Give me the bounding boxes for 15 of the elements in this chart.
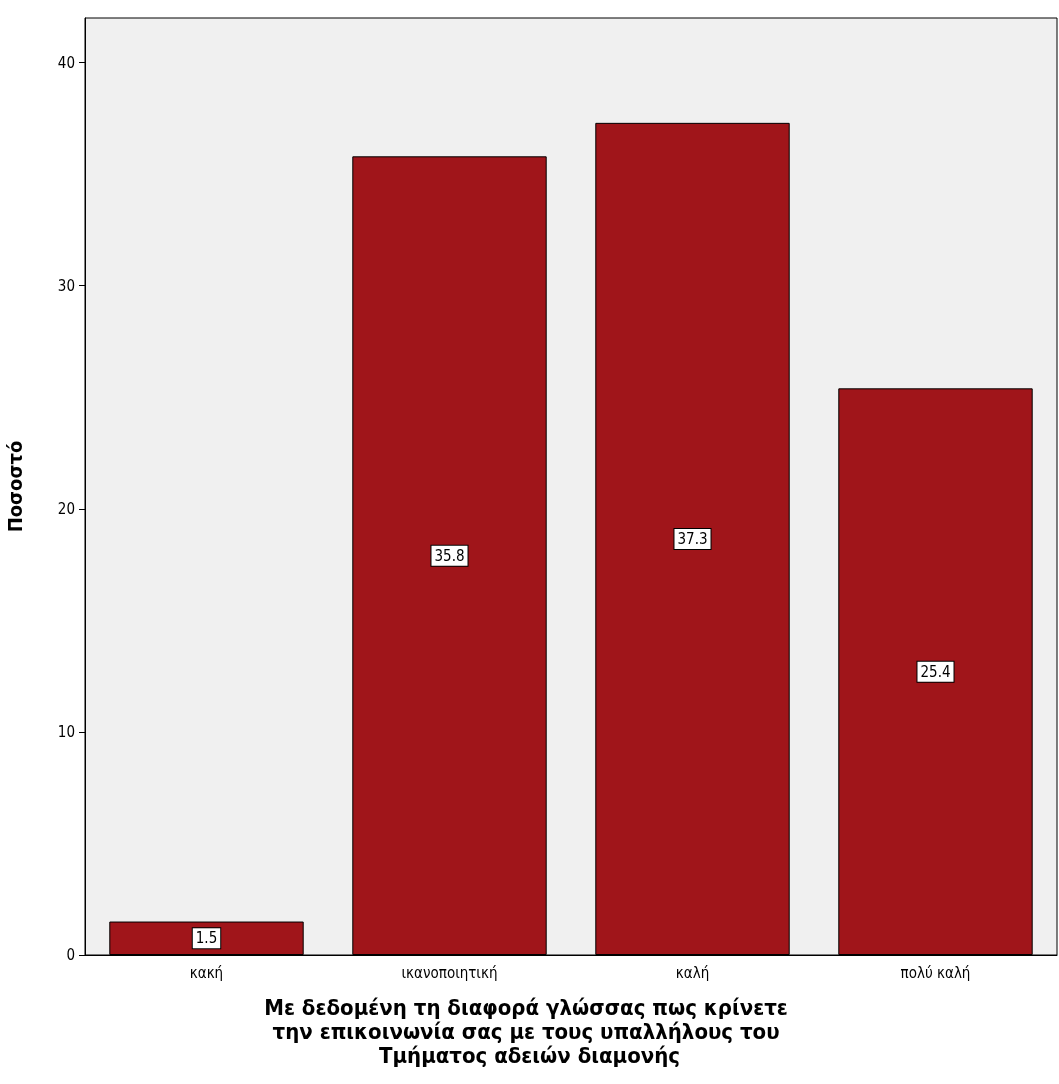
y-tick-label: 0 <box>66 946 75 964</box>
y-tick-label: 40 <box>57 53 75 72</box>
data-label: 1.5 <box>195 929 218 948</box>
data-label: 37.3 <box>677 529 708 548</box>
x-axis-title: Με δεδομένη τη διαφορά γλώσσας πως κρίνετε την επικοινωνία σας με τους υπαλλήλους του Τμήματος αδειών διαμονής <box>264 994 795 1068</box>
data-label: 25.4 <box>920 662 951 681</box>
y-tick-label: 30 <box>57 276 75 295</box>
data-label: 35.8 <box>434 546 465 565</box>
y-axis-title: Ποσοστό <box>3 440 27 533</box>
y-tick-label: 10 <box>57 722 75 741</box>
x-tick-label: κακή <box>189 963 224 982</box>
x-tick-label: πολύ καλή <box>900 963 971 982</box>
x-tick-label: ικανοποιητική <box>401 963 498 982</box>
y-tick-label: 20 <box>57 499 75 518</box>
x-tick-label: καλή <box>675 963 710 982</box>
